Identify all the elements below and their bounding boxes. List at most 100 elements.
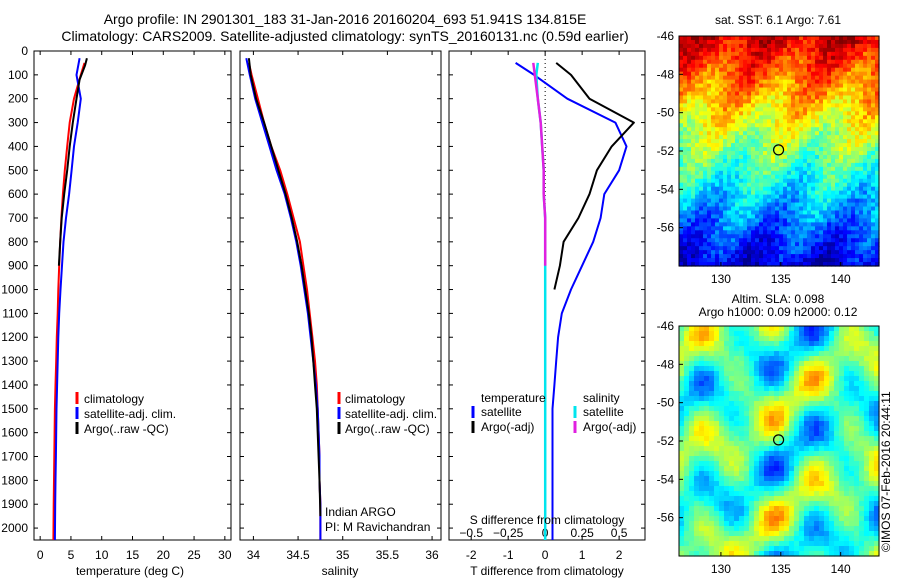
map-cell — [759, 178, 764, 184]
map-cell — [771, 51, 776, 57]
map-cell — [779, 361, 785, 367]
map-cell — [804, 376, 810, 382]
map-cell — [699, 59, 704, 65]
map-cell — [843, 67, 848, 73]
map-cell — [747, 158, 752, 164]
map-cell — [714, 346, 720, 352]
map-cell — [695, 39, 700, 45]
map-cell — [739, 238, 744, 243]
map-cell — [699, 351, 705, 357]
map-cell — [689, 456, 695, 462]
map-cell — [871, 262, 876, 267]
map-cell — [784, 471, 790, 477]
map-cell — [859, 36, 864, 41]
map-cell — [747, 83, 752, 89]
map-cell — [734, 411, 740, 417]
map-cell — [763, 162, 768, 168]
map-cell — [839, 198, 844, 204]
map-cell — [843, 194, 848, 200]
map-cell — [791, 170, 796, 176]
map-cell — [851, 222, 856, 227]
map-cell — [803, 103, 808, 108]
map-cell — [809, 506, 815, 512]
map-cell — [727, 210, 732, 216]
difference-axes — [448, 50, 646, 541]
map-cell — [811, 75, 816, 81]
map-cell — [829, 491, 835, 497]
map-cell — [867, 178, 872, 184]
map-cell — [769, 446, 775, 452]
map-cell — [779, 75, 784, 81]
map-cell — [809, 396, 815, 402]
map-cell — [767, 246, 772, 251]
map-cell — [824, 356, 830, 362]
map-cell — [759, 396, 765, 402]
map-cell — [774, 376, 780, 382]
map-cell — [759, 416, 765, 422]
map-cell — [779, 254, 784, 259]
map-cell — [804, 421, 810, 427]
map-cell — [763, 47, 768, 53]
map-cell — [815, 170, 820, 176]
map-cell — [679, 59, 684, 65]
map-cell — [875, 67, 880, 73]
map-cell — [783, 115, 788, 120]
map-cell — [749, 396, 755, 402]
map-cell — [699, 234, 704, 239]
map-cell — [811, 139, 816, 144]
map-cell — [754, 371, 760, 377]
map-cell — [774, 411, 780, 417]
map-cell — [795, 250, 800, 255]
map-cell — [854, 376, 860, 382]
map-cell — [811, 230, 816, 235]
map-cell — [859, 135, 864, 140]
map-cell — [703, 107, 708, 112]
map-cell — [703, 162, 708, 168]
map-cell — [754, 466, 760, 472]
map-cell — [735, 91, 740, 97]
map-cell — [759, 51, 764, 57]
map-cell — [689, 536, 695, 542]
map-cell — [695, 214, 700, 220]
map-cell — [764, 401, 770, 407]
map-cell — [791, 111, 796, 116]
map-cell — [703, 123, 708, 128]
map-cell — [751, 250, 756, 255]
map-cell — [723, 75, 728, 81]
map-cell — [755, 111, 760, 116]
map-cell — [799, 546, 805, 552]
map-cell — [759, 401, 765, 407]
series-line — [247, 62, 322, 540]
map-cell — [759, 202, 764, 208]
map-cell — [715, 83, 720, 89]
map-cell — [731, 190, 736, 196]
map-cell — [819, 501, 825, 507]
map-cell — [711, 123, 716, 128]
map-cell — [687, 51, 692, 57]
map-cell — [749, 481, 755, 487]
map-cell — [869, 436, 875, 442]
map-cell — [679, 83, 684, 89]
map-cell — [851, 234, 856, 239]
map-cell — [779, 476, 785, 482]
map-cell — [794, 541, 800, 547]
map-cell — [724, 376, 730, 382]
map-cell — [699, 210, 704, 216]
map-cell — [799, 206, 804, 212]
map-cell — [707, 262, 712, 267]
map-cell — [724, 491, 730, 497]
map-cell — [684, 526, 690, 532]
map-cell — [814, 421, 820, 427]
map-cell — [704, 451, 710, 457]
t-difference-axis-label: T difference from climatology — [470, 564, 624, 578]
map-cell — [704, 486, 710, 492]
map-cell — [703, 103, 708, 108]
map-cell — [843, 107, 848, 112]
map-cell — [689, 466, 695, 472]
map-cell — [783, 151, 788, 156]
map-cell — [767, 59, 772, 65]
map-cell — [819, 115, 824, 120]
map-cell — [764, 541, 770, 547]
map-cell — [835, 91, 840, 97]
map-cell — [839, 55, 844, 61]
